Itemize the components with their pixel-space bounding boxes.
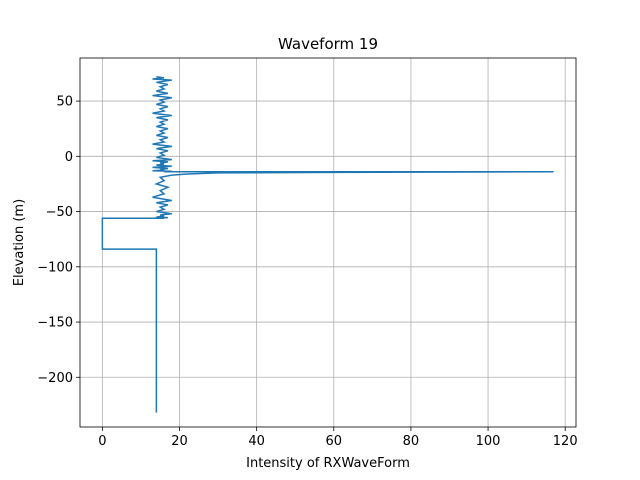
chart-title: Waveform 19 xyxy=(278,35,378,53)
y-axis-label: Elevation (m) xyxy=(12,199,27,286)
series-line xyxy=(101,76,554,413)
x-tick-label: 120 xyxy=(553,434,578,449)
y-tick-label: 50 xyxy=(56,95,73,110)
x-tick-label: 80 xyxy=(403,434,420,449)
plot-area xyxy=(101,76,554,413)
x-tick-label: 60 xyxy=(326,434,343,449)
x-axis-label: Intensity of RXWaveForm xyxy=(246,456,410,471)
x-axis-ticks: 0 20 40 60 80 100 120 xyxy=(98,427,578,449)
y-tick-label: −200 xyxy=(37,371,73,386)
x-tick-label: 40 xyxy=(248,434,265,449)
y-tick-label: −50 xyxy=(46,205,73,220)
x-tick-label: 0 xyxy=(98,434,106,449)
x-tick-label: 100 xyxy=(476,434,501,449)
y-tick-label: −150 xyxy=(37,316,73,331)
y-tick-label: −100 xyxy=(37,260,73,275)
axes-frame xyxy=(79,57,577,428)
y-axis-ticks: −200 −150 −100 −50 0 50 xyxy=(37,95,80,386)
x-tick-label: 20 xyxy=(171,434,188,449)
y-tick-label: 0 xyxy=(65,150,73,165)
